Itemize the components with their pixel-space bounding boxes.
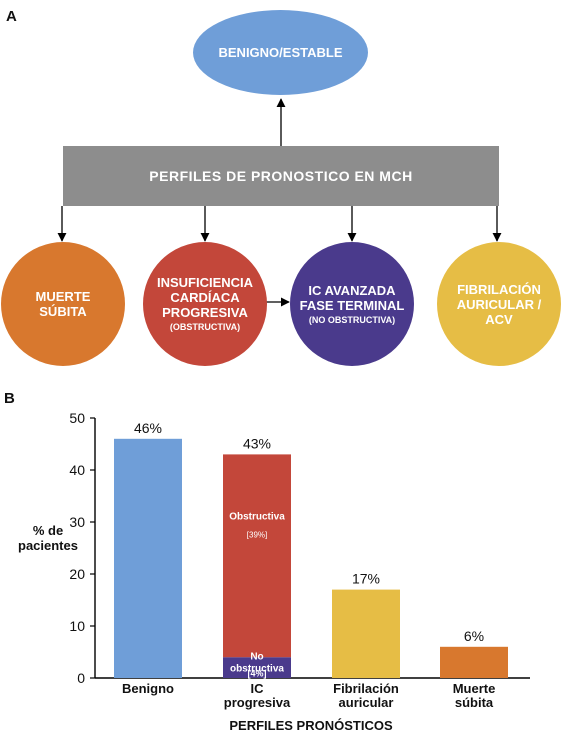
- panel-a-letter: A: [6, 8, 17, 25]
- category-label: Muerte súbita: [453, 681, 496, 710]
- bar-value-label: 17%: [352, 571, 380, 587]
- y-tick-label: 30: [69, 514, 85, 530]
- node-advanced-hf-sub: (NO OBSTRUCTIVA): [308, 314, 396, 325]
- node-progressive-hf-sub: (OBSTRUCTIVA): [169, 322, 241, 332]
- node-advanced-hf: IC AVANZADA FASE TERMINAL (NO OBSTRUCTIV…: [290, 242, 414, 366]
- node-sudden-death-label: MUERTE SÚBITA: [35, 289, 91, 319]
- connector-arrows: [57, 98, 502, 307]
- benign-node: BENIGNO/ESTABLE: [193, 10, 368, 95]
- segment-value-label: [4%]: [247, 668, 266, 678]
- category-label: IC progresiva: [224, 681, 291, 710]
- bar-segment: [223, 454, 291, 658]
- bar: [440, 646, 508, 678]
- bar-value-label: 46%: [134, 420, 162, 436]
- category-label: Fibrilación auricular: [333, 681, 399, 710]
- bar-value-label: 43%: [243, 435, 271, 451]
- segment-name-label: Obstructiva: [229, 511, 285, 522]
- node-sudden-death: MUERTE SÚBITA: [1, 242, 125, 366]
- y-tick-label: 20: [69, 566, 85, 582]
- prognosis-banner: PERFILES DE PRONOSTICO EN MCH: [63, 146, 499, 206]
- node-advanced-hf-label: IC AVANZADA FASE TERMINAL: [299, 282, 405, 313]
- bar: [114, 438, 182, 678]
- x-axis-title: PERFILES PRONÓSTICOS: [229, 718, 393, 733]
- bar-segment: [223, 657, 291, 678]
- node-progressive-hf-label: INSUFICIENCIA CARDÍACA PROGRESIVA: [156, 275, 254, 320]
- bar: [332, 589, 400, 678]
- y-axis-title: % de pacientes: [18, 523, 78, 553]
- bar-value-label: 6%: [464, 628, 484, 644]
- category-label: Benigno: [122, 681, 174, 696]
- node-atrial-fibrillation: FIBRILACIÓN AURICULAR / ACV: [437, 242, 561, 366]
- y-tick-label: 50: [69, 410, 85, 426]
- y-tick-label: 0: [77, 670, 85, 686]
- node-atrial-fibrillation-label: FIBRILACIÓN AURICULAR / ACV: [456, 281, 542, 327]
- segment-value-label: [39%]: [247, 531, 267, 540]
- segment-name-label: No obstructiva: [230, 651, 284, 674]
- node-progressive-hf: INSUFICIENCIA CARDÍACA PROGRESIVA (OBSTR…: [143, 242, 267, 366]
- y-tick-label: 10: [69, 618, 85, 634]
- prognosis-bar-chart: 0 10 20 30 40 50 % de pacientes 46% Benigno No obst…: [18, 410, 530, 733]
- panel-b-letter: B: [4, 390, 15, 407]
- benign-node-label: BENIGNO/ESTABLE: [218, 45, 343, 60]
- prognosis-banner-label: PERFILES DE PRONOSTICO EN MCH: [149, 168, 413, 184]
- y-tick-label: 40: [69, 462, 85, 478]
